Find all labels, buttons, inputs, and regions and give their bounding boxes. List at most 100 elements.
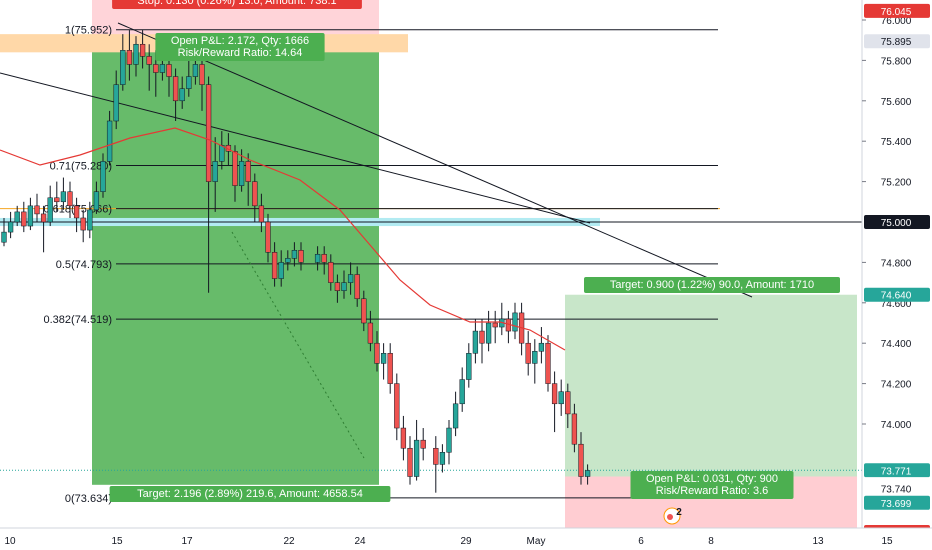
candle-body: [159, 64, 166, 73]
candle-body: [252, 181, 258, 207]
candle-body: [120, 50, 126, 85]
time-axis-tick-label: May: [527, 536, 546, 547]
open-pnl-label-right: Risk/Reward Ratio: 3.6: [656, 485, 769, 497]
candle-body: [7, 221, 14, 233]
candle-body: [47, 197, 53, 223]
candle-body: [387, 353, 393, 384]
candle-body: [433, 447, 439, 465]
candle-body: [153, 64, 159, 73]
time-axis-tick-label: 6: [638, 536, 644, 547]
candle-body: [492, 322, 498, 328]
candle-body: [278, 262, 284, 279]
candle-body: [334, 282, 341, 291]
open-pnl-label-left: Open P&L: 2.172, Qty: 1666: [171, 35, 309, 47]
candle-body: [146, 56, 152, 65]
fib-level-label: 1(75.952): [65, 25, 112, 37]
price-axis-tick-label: 76.000: [881, 16, 912, 27]
candle-body: [87, 209, 93, 231]
candle-body: [512, 312, 518, 332]
candle-body: [466, 353, 472, 380]
stop-label-left: Stop: 0.130 (0.26%) 13.0, Amount: 738.1: [137, 0, 336, 7]
candle-body: [179, 88, 185, 102]
moving-average-line: [0, 127, 566, 351]
candle-body: [80, 217, 86, 231]
candle-body: [172, 76, 179, 102]
candle-body: [472, 330, 479, 354]
price-axis-tick-label: 74.000: [881, 420, 912, 431]
price-axis[interactable]: [862, 0, 932, 528]
candle-body: [485, 322, 492, 344]
target-label-left: Target: 2.196 (2.89%) 219.6, Amount: 465…: [137, 488, 363, 500]
open-pnl-label-left: Risk/Reward Ratio: 14.64: [178, 47, 303, 59]
price-label: 75.000: [881, 218, 912, 229]
candle-body: [245, 161, 251, 182]
candle-body: [361, 298, 367, 324]
candle-body: [113, 84, 119, 122]
candle-body: [439, 452, 446, 465]
price-label-box: [864, 34, 930, 49]
candle-body: [186, 76, 192, 89]
candle-body: [538, 342, 545, 352]
trendline-1: [0, 72, 591, 224]
candle-body: [60, 191, 67, 203]
candle-body: [565, 391, 571, 415]
time-axis[interactable]: [0, 528, 932, 550]
candle-body: [551, 383, 558, 405]
candle-body: [73, 205, 80, 219]
candle-body: [374, 342, 380, 364]
time-axis-tick-label: 24: [354, 536, 366, 547]
candle-body: [328, 262, 334, 283]
target-zone-right: [565, 294, 857, 477]
candle-body: [380, 353, 387, 364]
alert-badge-dot: [667, 514, 673, 520]
candle-body: [106, 120, 113, 162]
time-axis-tick-label: 10: [4, 536, 16, 547]
time-axis-tick-label: 22: [283, 536, 295, 547]
price-axis-tick-label: 74.200: [881, 380, 912, 391]
open-pnl-label-left-box: [155, 33, 325, 61]
price-label: 76.045: [881, 7, 912, 18]
candle-body: [34, 205, 40, 215]
candle-body: [545, 342, 551, 384]
time-axis-tick-label: 15: [111, 536, 123, 547]
candle-body: [571, 413, 578, 445]
time-axis-tick-label: 13: [812, 536, 824, 547]
stop-label-left-box: [112, 0, 362, 9]
candle-body: [532, 351, 538, 364]
candle-body: [285, 258, 291, 263]
candle-body: [54, 197, 60, 203]
price-label: 75.895: [881, 37, 912, 48]
price-axis-tick-label: 74.800: [881, 258, 912, 269]
candle-body: [413, 439, 420, 477]
candle-body: [27, 205, 34, 227]
open-pnl-label-right: Open P&L: 0.031, Qty: 900: [646, 473, 778, 485]
time-axis-tick-label: 17: [181, 536, 193, 547]
open-pnl-label-right-box: [630, 471, 794, 499]
fib-level-label: 0.71(75.280): [50, 160, 112, 172]
candle-body: [367, 322, 374, 344]
candle-body: [347, 274, 354, 283]
candle-body: [452, 403, 459, 429]
time-axis-tick-label: 8: [708, 536, 714, 547]
candle-body: [341, 282, 347, 291]
candle-body: [407, 447, 413, 477]
candle-body: [232, 151, 238, 186]
candle-body: [394, 383, 400, 429]
candle-body: [238, 161, 245, 186]
fib-level-label: 0.382(74.519): [44, 314, 113, 326]
candle-body: [67, 191, 73, 207]
candle-body: [139, 43, 146, 57]
candle-body: [199, 64, 205, 85]
time-axis-tick-label: 29: [460, 536, 472, 547]
candle-body: [192, 64, 199, 77]
candle-body: [205, 84, 212, 182]
candle-body: [93, 191, 100, 211]
time-axis-tick-label: 15: [881, 536, 893, 547]
target-label-right: Target: 0.900 (1.22%) 90.0, Amount: 1710: [610, 279, 814, 291]
price-label: 73.771: [881, 466, 912, 477]
price-axis-tick-label: 74.400: [881, 339, 912, 350]
candle-body: [578, 443, 584, 477]
price-label-box: [864, 481, 930, 496]
price-label-box: [864, 215, 930, 229]
